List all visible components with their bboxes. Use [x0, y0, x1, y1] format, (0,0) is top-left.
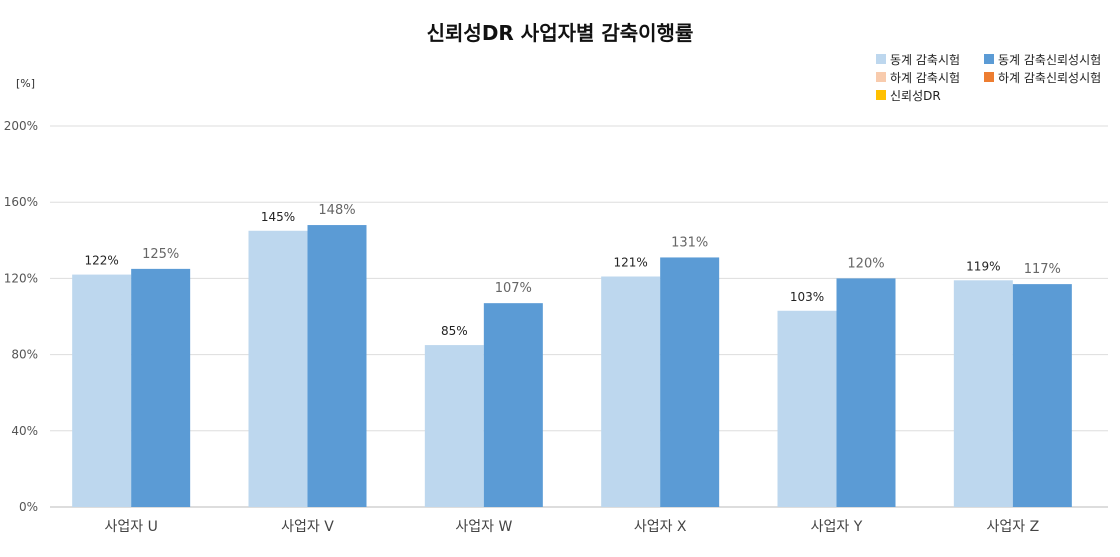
bar — [483, 303, 543, 507]
x-category-label: 사업자 V — [281, 519, 334, 535]
data-label: 119% — [966, 259, 1000, 273]
bar — [72, 274, 132, 507]
legend-label: 동계 감축시험 — [890, 53, 960, 67]
x-axis-categories: 사업자 U 사업자 V 사업자 W 사업자 X 사업자 Y 사업자 Z — [104, 519, 1039, 535]
bar — [601, 276, 661, 507]
data-label: 117% — [1024, 262, 1061, 277]
y-tick-label: 160% — [4, 195, 38, 209]
data-label: 107% — [495, 281, 532, 296]
y-tick-label: 120% — [4, 271, 38, 285]
y-tick-label: 80% — [11, 348, 38, 362]
data-labels: 122% 125% 145% 148% 85% 107% 121% 131% 103% 120% 1… — [85, 203, 1061, 338]
y-axis-unit-label: [%] — [16, 77, 35, 90]
data-label: 125% — [142, 247, 179, 262]
legend-label: 하계 감축시험 — [890, 71, 960, 85]
data-label: 148% — [318, 203, 355, 218]
legend-label: 동계 감축신뢰성시험 — [998, 53, 1101, 67]
data-label: 120% — [847, 256, 884, 271]
bar — [307, 225, 367, 507]
bar — [1012, 284, 1072, 507]
legend-label: 신뢰성DR — [890, 89, 941, 103]
bars — [72, 225, 1072, 507]
x-category-label: 사업자 U — [104, 519, 157, 535]
bar — [777, 310, 837, 507]
grid-lines — [50, 125, 1108, 508]
x-category-label: 사업자 X — [634, 519, 687, 535]
data-label: 131% — [671, 235, 708, 250]
y-axis-ticks: 0% 40% 80% 120% 160% 200% — [4, 119, 38, 514]
data-label: 145% — [261, 210, 295, 224]
legend-swatch — [876, 90, 886, 100]
legend-label: 하계 감축신뢰성시험 — [998, 71, 1101, 85]
y-tick-label: 0% — [19, 500, 38, 514]
data-label: 122% — [85, 254, 119, 268]
x-category-label: 사업자 W — [455, 519, 512, 535]
y-tick-label: 200% — [4, 119, 38, 133]
legend-swatch — [984, 72, 994, 82]
data-label: 121% — [614, 255, 648, 269]
data-label: 103% — [790, 290, 824, 304]
chart-title: 신뢰성DR 사업자별 감축이행률 — [427, 21, 694, 45]
legend-swatch — [876, 54, 886, 64]
legend-swatch — [876, 72, 886, 82]
legend-swatch — [984, 54, 994, 64]
bar — [424, 345, 484, 507]
bar — [836, 278, 896, 507]
bar — [953, 280, 1013, 507]
x-category-label: 사업자 Y — [811, 519, 863, 535]
bar — [131, 268, 191, 507]
x-category-label: 사업자 Z — [986, 519, 1039, 535]
bar — [660, 257, 720, 507]
bar — [248, 230, 308, 507]
y-tick-label: 40% — [11, 424, 38, 438]
data-label: 85% — [441, 324, 468, 338]
